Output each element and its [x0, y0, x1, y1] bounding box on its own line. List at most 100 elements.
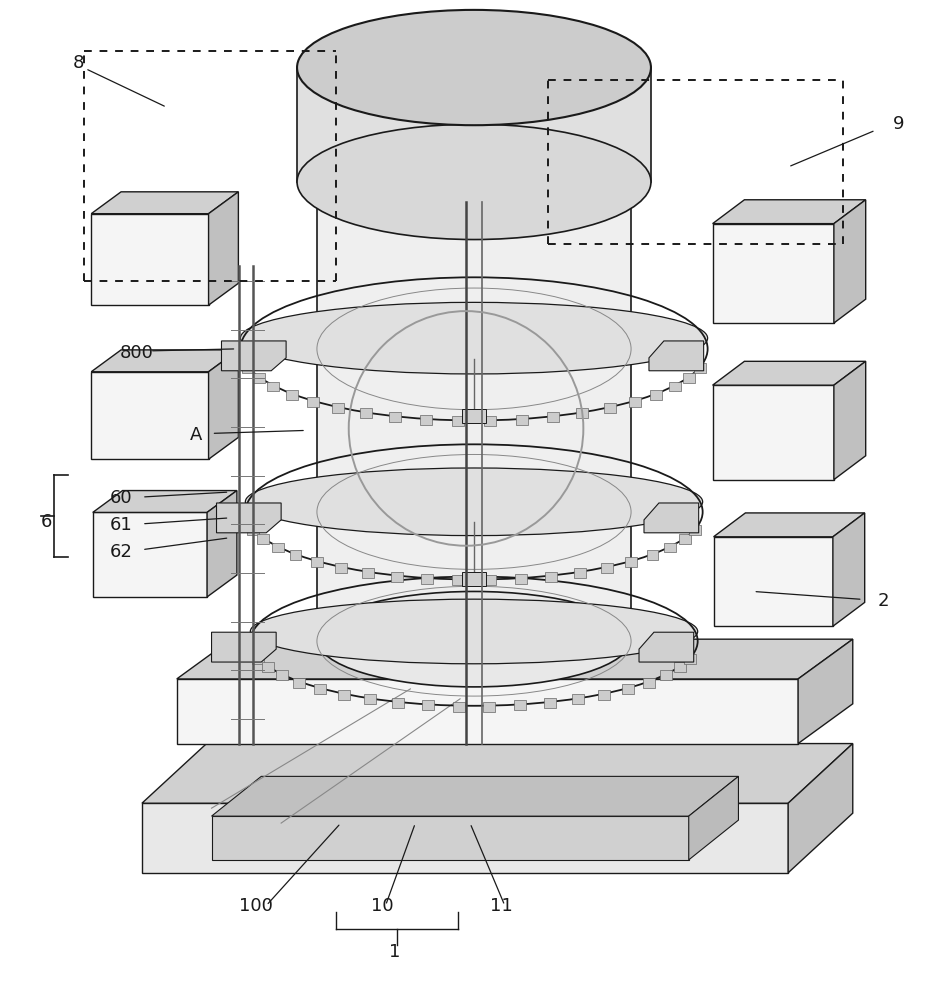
Bar — [484, 416, 496, 426]
Ellipse shape — [250, 599, 698, 664]
Polygon shape — [834, 361, 866, 480]
Bar — [601, 563, 612, 573]
Text: 800: 800 — [120, 344, 154, 362]
Polygon shape — [93, 491, 237, 512]
Bar — [684, 654, 696, 664]
Polygon shape — [222, 341, 286, 371]
Bar — [307, 397, 319, 407]
Polygon shape — [649, 341, 703, 371]
Bar — [668, 382, 681, 391]
Text: 2: 2 — [878, 592, 889, 610]
Bar — [294, 678, 305, 688]
Ellipse shape — [317, 591, 631, 687]
Polygon shape — [713, 361, 866, 385]
Text: 100: 100 — [240, 897, 273, 915]
Bar — [391, 572, 403, 582]
Polygon shape — [714, 513, 865, 537]
Bar — [422, 700, 434, 710]
Polygon shape — [216, 503, 282, 533]
Polygon shape — [176, 679, 798, 744]
Bar — [452, 416, 464, 426]
Bar — [684, 373, 695, 383]
Bar — [665, 543, 676, 552]
Bar — [315, 684, 326, 694]
Text: 1: 1 — [389, 943, 400, 961]
Polygon shape — [91, 350, 238, 372]
Text: 10: 10 — [371, 897, 393, 915]
Polygon shape — [211, 816, 689, 860]
Polygon shape — [91, 214, 209, 305]
Bar — [253, 373, 264, 383]
Polygon shape — [833, 513, 865, 626]
Polygon shape — [297, 68, 651, 182]
Ellipse shape — [297, 124, 651, 240]
Polygon shape — [639, 632, 694, 662]
Polygon shape — [834, 200, 866, 323]
Ellipse shape — [241, 302, 707, 374]
Bar — [452, 702, 465, 712]
Polygon shape — [176, 639, 853, 679]
Polygon shape — [713, 200, 866, 224]
Bar — [333, 403, 344, 413]
Bar — [622, 684, 633, 694]
Bar — [625, 557, 637, 567]
Bar — [483, 575, 496, 585]
Bar — [629, 397, 641, 407]
Polygon shape — [211, 632, 276, 662]
Text: 61: 61 — [110, 516, 133, 534]
Bar — [262, 662, 274, 672]
Polygon shape — [93, 512, 207, 597]
Text: 9: 9 — [892, 115, 904, 133]
Bar — [462, 409, 486, 423]
Bar — [483, 702, 496, 712]
Text: A: A — [190, 426, 202, 444]
Bar — [285, 390, 298, 400]
Polygon shape — [689, 776, 738, 860]
Bar — [272, 543, 283, 552]
Ellipse shape — [246, 468, 702, 536]
Text: 60: 60 — [110, 489, 133, 507]
Bar — [572, 694, 584, 704]
Text: 62: 62 — [110, 543, 133, 561]
Polygon shape — [209, 350, 238, 459]
Bar — [545, 572, 557, 582]
Bar — [362, 568, 374, 578]
Bar — [543, 698, 556, 708]
Bar — [674, 662, 686, 672]
Bar — [276, 670, 288, 680]
Bar — [598, 690, 610, 700]
Bar — [547, 412, 559, 422]
Polygon shape — [644, 503, 699, 533]
Bar — [258, 534, 269, 544]
Bar — [243, 363, 254, 373]
Bar — [574, 568, 586, 578]
Text: 6: 6 — [41, 513, 52, 531]
Bar — [364, 694, 376, 704]
Ellipse shape — [297, 10, 651, 125]
Bar — [421, 574, 433, 584]
Bar — [660, 670, 672, 680]
Polygon shape — [91, 372, 209, 459]
Bar — [267, 382, 280, 391]
Polygon shape — [91, 192, 238, 214]
Polygon shape — [142, 744, 853, 803]
Bar — [311, 557, 323, 567]
Bar — [289, 550, 301, 560]
Bar — [576, 408, 589, 418]
Polygon shape — [788, 744, 853, 873]
Bar — [689, 525, 701, 535]
Text: 11: 11 — [490, 897, 513, 915]
Polygon shape — [207, 491, 237, 597]
Bar — [650, 390, 663, 400]
Polygon shape — [798, 639, 853, 744]
Bar — [515, 574, 527, 584]
Bar — [647, 550, 659, 560]
Bar — [643, 678, 654, 688]
Bar — [336, 563, 347, 573]
Bar — [452, 575, 465, 585]
Polygon shape — [209, 192, 238, 305]
Bar — [694, 363, 705, 373]
Bar — [252, 654, 264, 664]
Bar — [389, 412, 401, 422]
Polygon shape — [714, 537, 833, 626]
